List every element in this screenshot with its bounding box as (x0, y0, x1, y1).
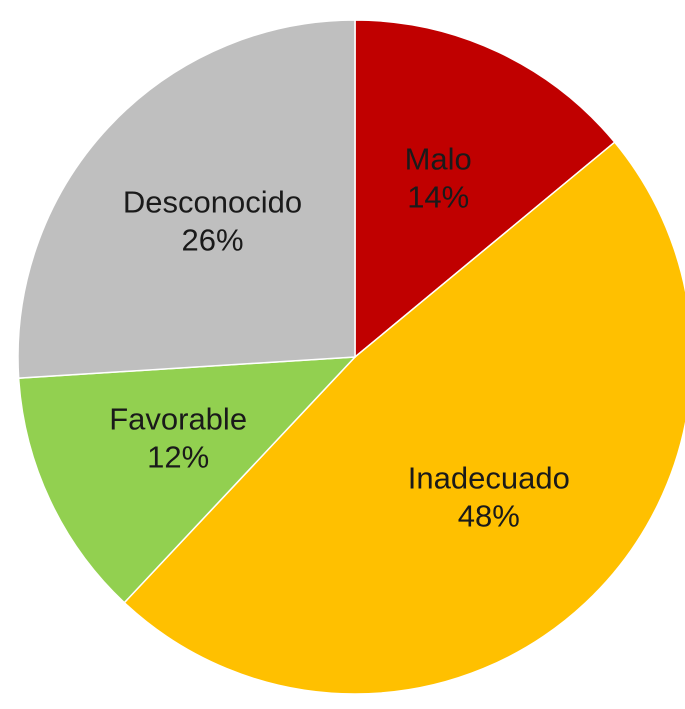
pie-slice-desconocido (17, 19, 356, 379)
slice-label-favorable: Favorable (109, 401, 247, 436)
pie-slice-inadecuado (123, 141, 685, 695)
slice-value-label-favorable: 12% (147, 439, 209, 474)
slice-value-label-desconocido: 26% (181, 222, 243, 257)
slice-label-inadecuado: Inadecuado (408, 461, 570, 496)
pie-slice-favorable (17, 356, 357, 604)
slice-value-label-malo: 14% (407, 179, 469, 214)
slice-label-desconocido: Desconocido (123, 184, 302, 219)
slice-value-label-inadecuado: 48% (458, 499, 520, 534)
slice-label-malo: Malo (405, 141, 472, 176)
pie-slices (17, 19, 685, 695)
pie-slice-malo (354, 19, 616, 359)
